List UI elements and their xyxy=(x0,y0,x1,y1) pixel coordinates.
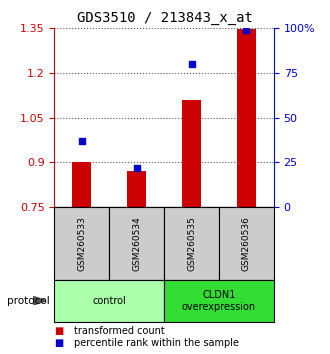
Text: ■: ■ xyxy=(54,326,64,336)
Text: GSM260534: GSM260534 xyxy=(132,216,141,271)
Text: CLDN1
overexpression: CLDN1 overexpression xyxy=(182,290,256,312)
Bar xyxy=(127,171,146,207)
Text: percentile rank within the sample: percentile rank within the sample xyxy=(74,338,239,348)
Text: ■: ■ xyxy=(54,338,64,348)
Bar xyxy=(72,162,91,207)
Text: GSM260536: GSM260536 xyxy=(242,216,251,271)
Text: GDS3510 / 213843_x_at: GDS3510 / 213843_x_at xyxy=(77,11,253,25)
Text: transformed count: transformed count xyxy=(74,326,165,336)
Polygon shape xyxy=(33,296,46,305)
Text: control: control xyxy=(92,296,126,306)
Text: GSM260533: GSM260533 xyxy=(77,216,86,271)
Text: protocol: protocol xyxy=(7,296,50,306)
Text: GSM260535: GSM260535 xyxy=(187,216,196,271)
Bar xyxy=(237,29,256,207)
Bar xyxy=(182,101,201,207)
